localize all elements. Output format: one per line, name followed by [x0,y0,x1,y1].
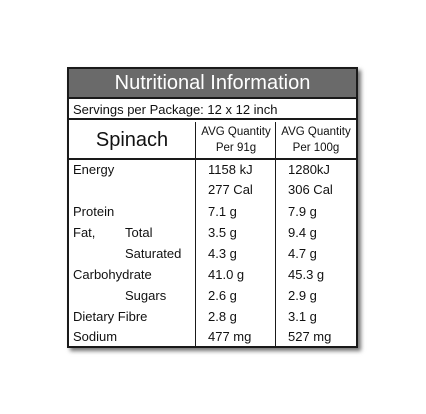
column-header-per-100g: AVG Quantity Per 100g [276,122,356,158]
energy-cal-91g: 277 Cal [208,182,253,197]
servings-line: Servings per Package: 12 x 12 inch [69,99,356,120]
fat-total-100g: 9.4 g [288,225,317,240]
sugars-100g: 2.9 g [288,288,317,303]
column-header-1-line2: Per 91g [215,142,257,154]
sugars-91g: 2.6 g [208,288,237,303]
energy-kj-100g: 1280kJ [288,162,330,177]
fibre-label: Dietary Fibre [73,309,148,324]
protein-label: Protein [73,204,115,219]
product-name: Spinach [95,129,169,151]
column-header-1-line1: AVG Quantity [201,126,271,138]
saturated-100g: 4.7 g [288,246,317,261]
sodium-100g: 527 mg [288,329,332,344]
header-divider [69,158,356,160]
carbohydrate-label: Carbohydrate [73,267,152,282]
column-divider-2 [275,122,276,348]
protein-100g: 7.9 g [288,204,317,219]
protein-91g: 7.1 g [208,204,237,219]
sugars-label: Sugars [125,288,167,303]
saturated-label: Saturated [125,246,182,261]
panel-title: Nutritional Information [69,69,356,99]
fibre-91g: 2.8 g [208,309,237,324]
energy-kj-91g: 1158 kJ [208,162,253,177]
sodium-label: Sodium [73,329,118,344]
energy-cal-100g: 306 Cal [288,182,333,197]
carbohydrate-91g: 41.0 g [208,267,245,282]
column-header-2-line2: Per 100g [292,142,340,154]
fat-label: Fat, [73,225,96,240]
fibre-100g: 3.1 g [288,309,317,324]
column-header-per-91g: AVG Quantity Per 91g [196,122,276,158]
fat-total-91g: 3.5 g [208,225,237,240]
fat-total-label: Total [125,225,153,240]
nutrition-panel: Nutritional Information Servings per Pac… [67,67,358,348]
energy-label: Energy [73,162,115,177]
sodium-91g: 477 mg [208,329,252,344]
carbohydrate-100g: 45.3 g [288,267,325,282]
column-divider-1 [195,122,196,348]
column-header-2-line1: AVG Quantity [281,126,351,138]
saturated-91g: 4.3 g [208,246,237,261]
